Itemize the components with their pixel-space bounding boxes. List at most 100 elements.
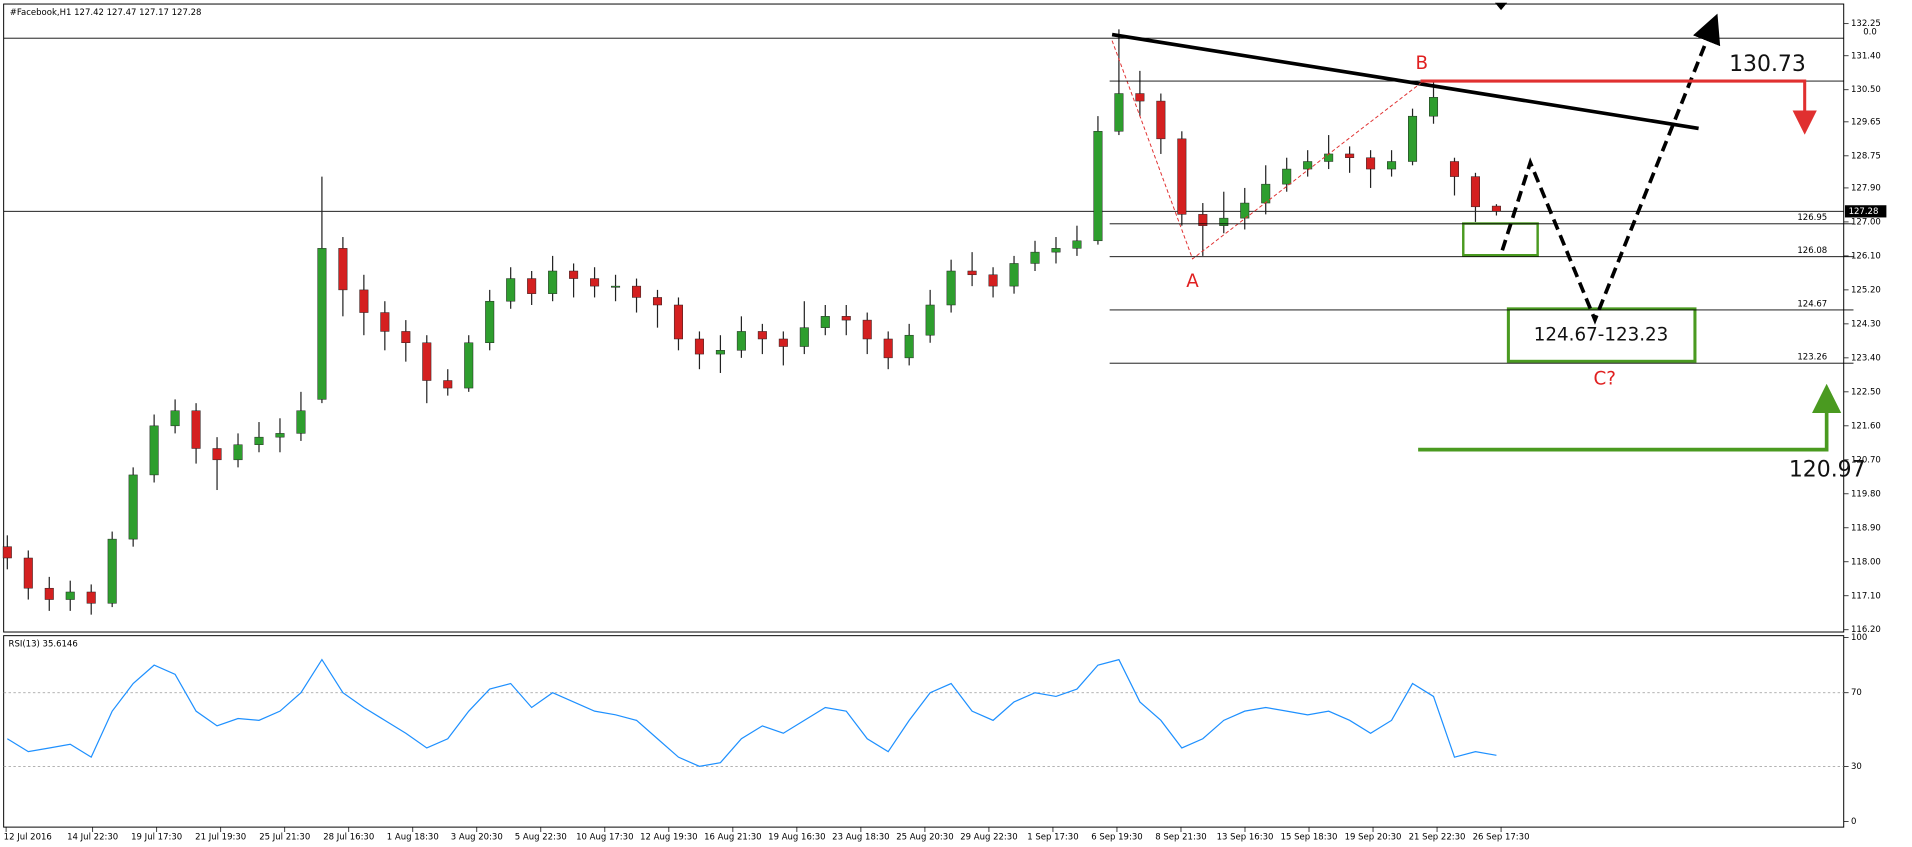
level-label: 126.95 xyxy=(1797,213,1827,223)
support-label: 120.97 xyxy=(1789,457,1866,482)
candle-body xyxy=(652,297,663,306)
candle-body xyxy=(694,338,704,355)
candle-body xyxy=(1135,93,1145,102)
y-tick-label: 131.40 xyxy=(1851,51,1881,61)
candle-body xyxy=(1093,131,1103,242)
level-label: 123.26 xyxy=(1797,353,1827,363)
resistance-label: 130.73 xyxy=(1729,52,1806,77)
candle-body xyxy=(1198,214,1208,226)
candle-body xyxy=(275,433,285,438)
candle-body xyxy=(380,312,390,332)
fib-top-label: 0.0 xyxy=(1863,28,1877,38)
x-tick-label: 12 Jul 2016 xyxy=(4,832,52,842)
candle-body xyxy=(799,327,809,347)
y-tick-label: 127.00 xyxy=(1851,217,1881,227)
candle-body xyxy=(191,410,201,449)
x-tick-label: 26 Sep 17:30 xyxy=(1473,832,1530,842)
candle-body xyxy=(736,331,746,351)
candle-body xyxy=(506,278,516,302)
candle-body xyxy=(1030,251,1040,264)
x-tick-label: 25 Aug 20:30 xyxy=(896,832,953,842)
candle-body xyxy=(1009,263,1019,287)
y-tick-label: 122.50 xyxy=(1851,387,1881,397)
candle-body xyxy=(485,300,495,344)
candle-body xyxy=(569,270,579,279)
candle-body xyxy=(401,331,411,344)
shift-marker xyxy=(1494,2,1508,11)
y-tick-label: 129.65 xyxy=(1851,117,1881,127)
x-tick-label: 23 Aug 18:30 xyxy=(832,832,889,842)
y-tick-label: 117.10 xyxy=(1851,591,1881,601)
candle-body xyxy=(611,285,621,288)
candle-body xyxy=(464,342,474,389)
y-tick-label: 118.00 xyxy=(1851,557,1881,567)
candle-body xyxy=(1408,115,1418,162)
x-tick-label: 1 Aug 18:30 xyxy=(387,832,439,842)
candle-body xyxy=(1177,138,1187,215)
candle-body xyxy=(632,285,642,298)
y-tick-label: 100 xyxy=(1851,633,1867,643)
candle-body xyxy=(65,591,75,600)
x-tick-label: 19 Jul 17:30 xyxy=(131,832,182,842)
candle-body xyxy=(946,270,956,306)
wave-lines xyxy=(1111,40,1421,260)
x-tick-label: 16 Aug 21:30 xyxy=(704,832,761,842)
y-tick-label: 128.75 xyxy=(1851,151,1881,161)
candle-body xyxy=(338,248,348,291)
x-tick-label: 6 Sep 19:30 xyxy=(1091,832,1142,842)
y-tick-label: 30 xyxy=(1851,762,1862,772)
candle-body xyxy=(254,436,264,445)
x-tick-label: 28 Jul 16:30 xyxy=(323,832,374,842)
x-tick-label: 14 Jul 22:30 xyxy=(67,832,118,842)
candle-body xyxy=(2,546,12,559)
x-tick-label: 15 Sep 18:30 xyxy=(1281,832,1338,842)
target-zone xyxy=(1506,307,1697,363)
candle-body xyxy=(590,278,600,287)
y-tick-label: 118.90 xyxy=(1851,523,1881,533)
candle-body xyxy=(1429,97,1439,117)
wave-label: C? xyxy=(1593,369,1615,390)
candle-body xyxy=(1261,183,1271,204)
candle-body xyxy=(296,410,306,434)
y-tick-label: 125.20 xyxy=(1851,285,1881,295)
last-price-label: 127.28 xyxy=(1849,207,1879,217)
x-tick-label: 12 Aug 19:30 xyxy=(640,832,697,842)
candle-body xyxy=(1387,161,1397,170)
x-tick-label: 10 Aug 17:30 xyxy=(576,832,633,842)
y-tick-label: 120.70 xyxy=(1851,455,1881,465)
x-tick-label: 21 Sep 22:30 xyxy=(1409,832,1466,842)
candle-body xyxy=(212,448,222,461)
candle-body xyxy=(317,248,327,400)
y-tick-label: 119.80 xyxy=(1851,489,1881,499)
candle-body xyxy=(1114,93,1124,132)
candle-body xyxy=(1072,240,1082,249)
x-tick-label: 13 Sep 16:30 xyxy=(1217,832,1274,842)
candle-body xyxy=(1240,202,1250,219)
y-tick-label: 116.20 xyxy=(1851,625,1881,635)
candle-body xyxy=(757,331,767,340)
x-tick-label: 25 Jul 21:30 xyxy=(259,832,310,842)
y-tick-label: 132.25 xyxy=(1851,19,1881,29)
candle-body xyxy=(170,410,180,427)
candle-body xyxy=(527,278,537,294)
last-price-box xyxy=(1844,205,1887,218)
candle-body xyxy=(107,538,117,604)
candle-body xyxy=(1282,168,1292,185)
wave-label: B xyxy=(1416,53,1429,74)
x-tick-label: 21 Jul 19:30 xyxy=(195,832,246,842)
candle-body xyxy=(820,316,830,328)
x-tick-label: 19 Aug 16:30 xyxy=(768,832,825,842)
candle-body xyxy=(778,338,788,347)
rsi-line xyxy=(6,658,1497,768)
candle-body xyxy=(422,342,432,381)
candle-body xyxy=(1470,176,1480,208)
x-tick-label: 29 Aug 22:30 xyxy=(960,832,1017,842)
candle-body xyxy=(715,350,725,355)
candle-body xyxy=(128,474,138,540)
target-zone-label: 124.67-123.23 xyxy=(1534,325,1669,346)
candle-body xyxy=(841,316,851,321)
candle-body xyxy=(1324,153,1334,162)
rsi-label: RSI(13) 35.6146 xyxy=(9,640,78,650)
